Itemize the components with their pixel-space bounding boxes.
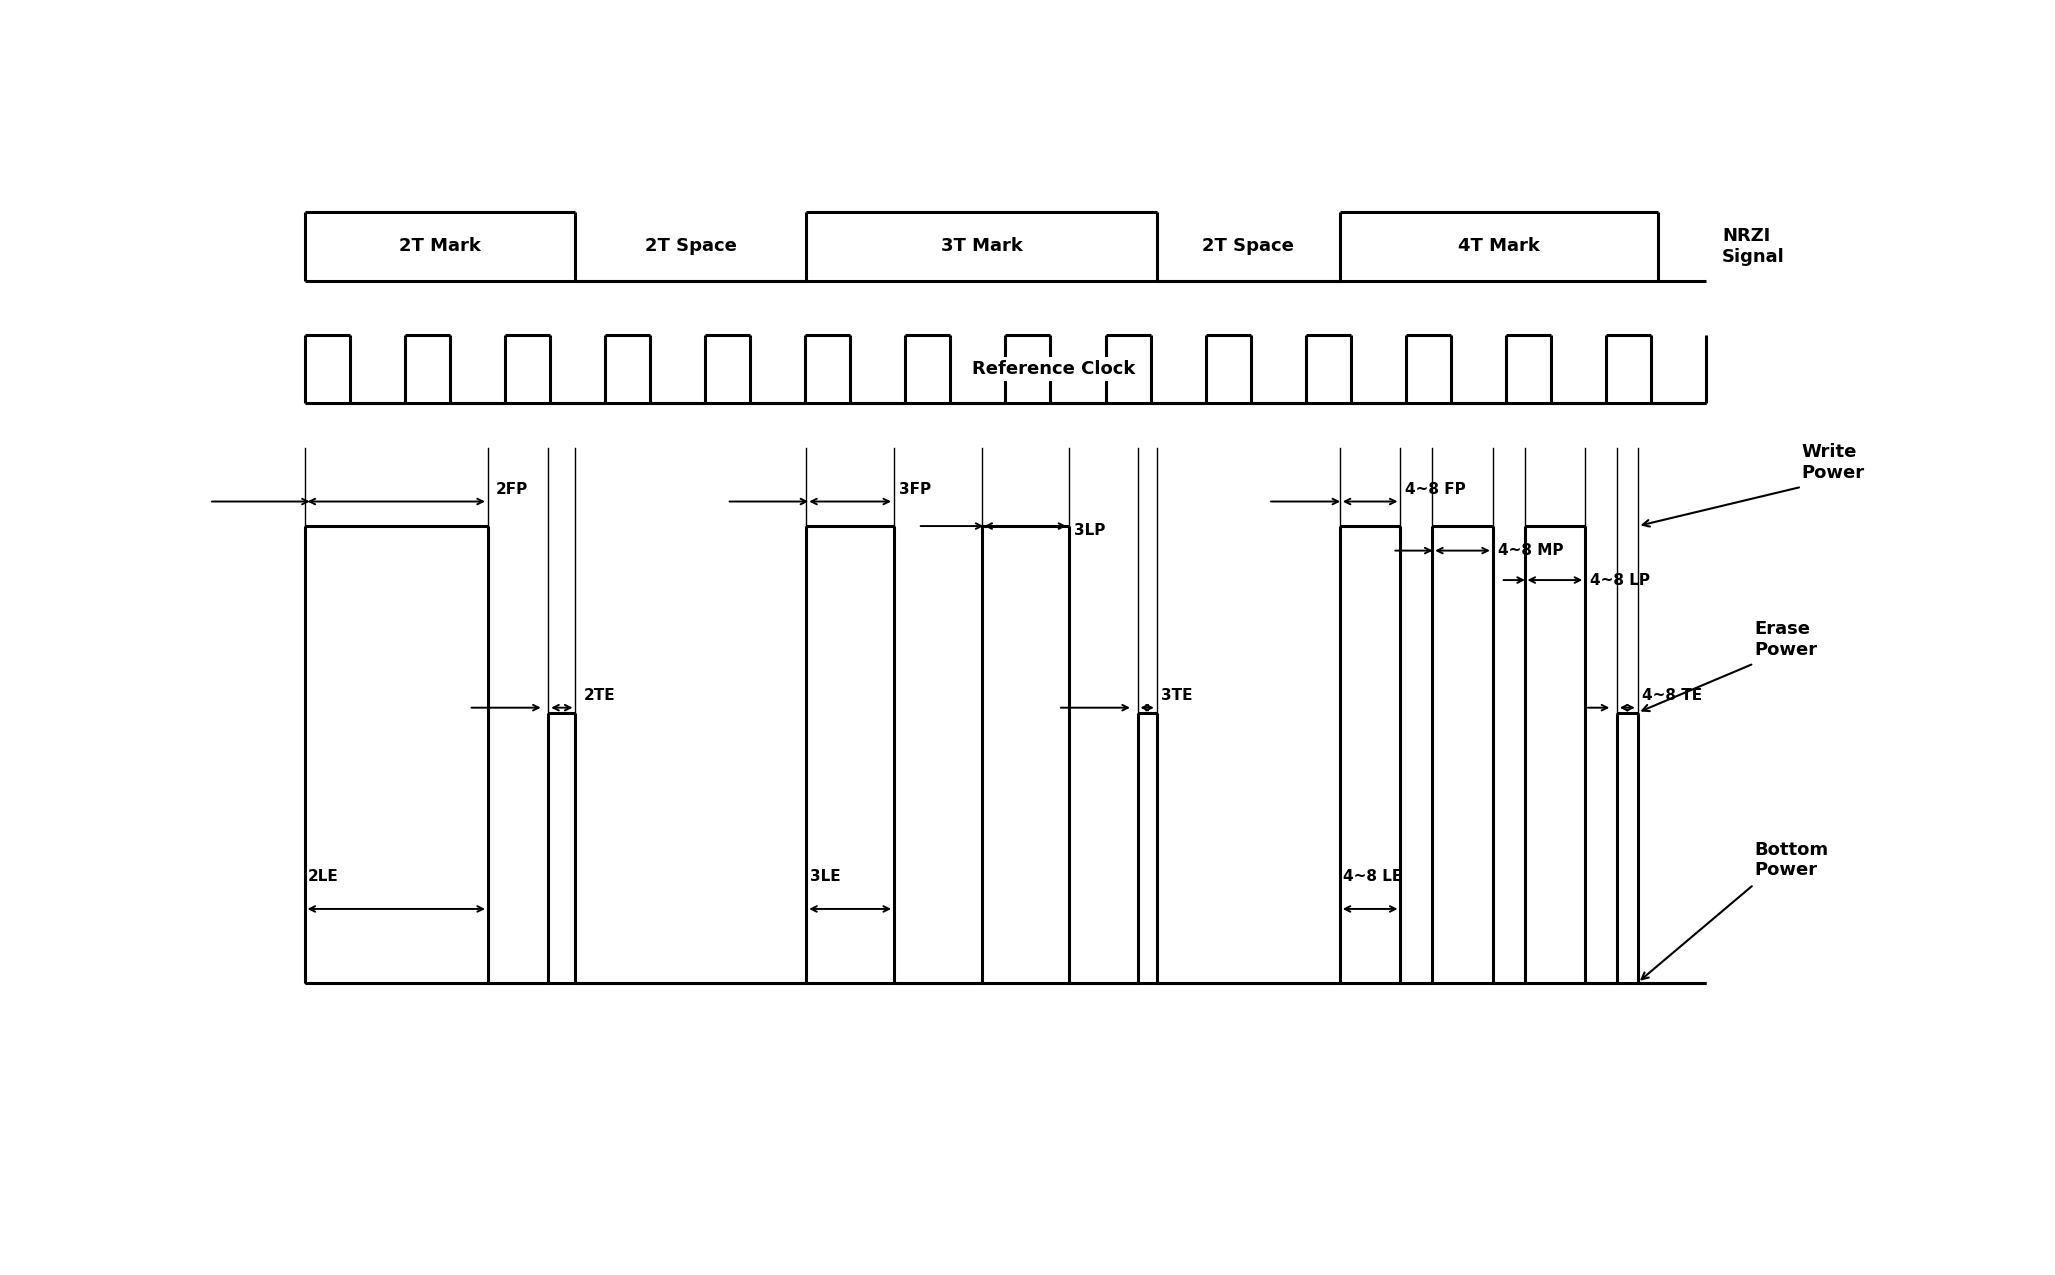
Text: Erase
Power: Erase Power: [1755, 620, 1817, 659]
Text: 2FP: 2FP: [495, 482, 528, 496]
Text: 4~8 LE: 4~8 LE: [1344, 870, 1402, 885]
Text: 3LP: 3LP: [1075, 524, 1106, 538]
Text: 3FP: 3FP: [898, 482, 931, 496]
Text: 4~8 LP: 4~8 LP: [1591, 572, 1650, 588]
Text: Bottom
Power: Bottom Power: [1755, 840, 1829, 880]
Text: 3LE: 3LE: [810, 870, 840, 885]
Text: 3TE: 3TE: [1161, 687, 1194, 703]
Text: 2LE: 2LE: [308, 870, 339, 885]
Text: NRZI
Signal: NRZI Signal: [1722, 227, 1786, 265]
Text: 2TE: 2TE: [584, 687, 614, 703]
Text: Write
Power: Write Power: [1802, 444, 1864, 482]
Text: 4T Mark: 4T Mark: [1459, 237, 1539, 255]
Text: 2T Space: 2T Space: [645, 237, 738, 255]
Text: Reference Clock: Reference Clock: [972, 360, 1134, 377]
Text: 4~8 TE: 4~8 TE: [1642, 687, 1704, 703]
Text: 2T Mark: 2T Mark: [399, 237, 481, 255]
Text: 4~8 FP: 4~8 FP: [1406, 482, 1465, 496]
Text: 2T Space: 2T Space: [1202, 237, 1295, 255]
Text: 3T Mark: 3T Mark: [941, 237, 1023, 255]
Text: 4~8 MP: 4~8 MP: [1498, 543, 1564, 558]
